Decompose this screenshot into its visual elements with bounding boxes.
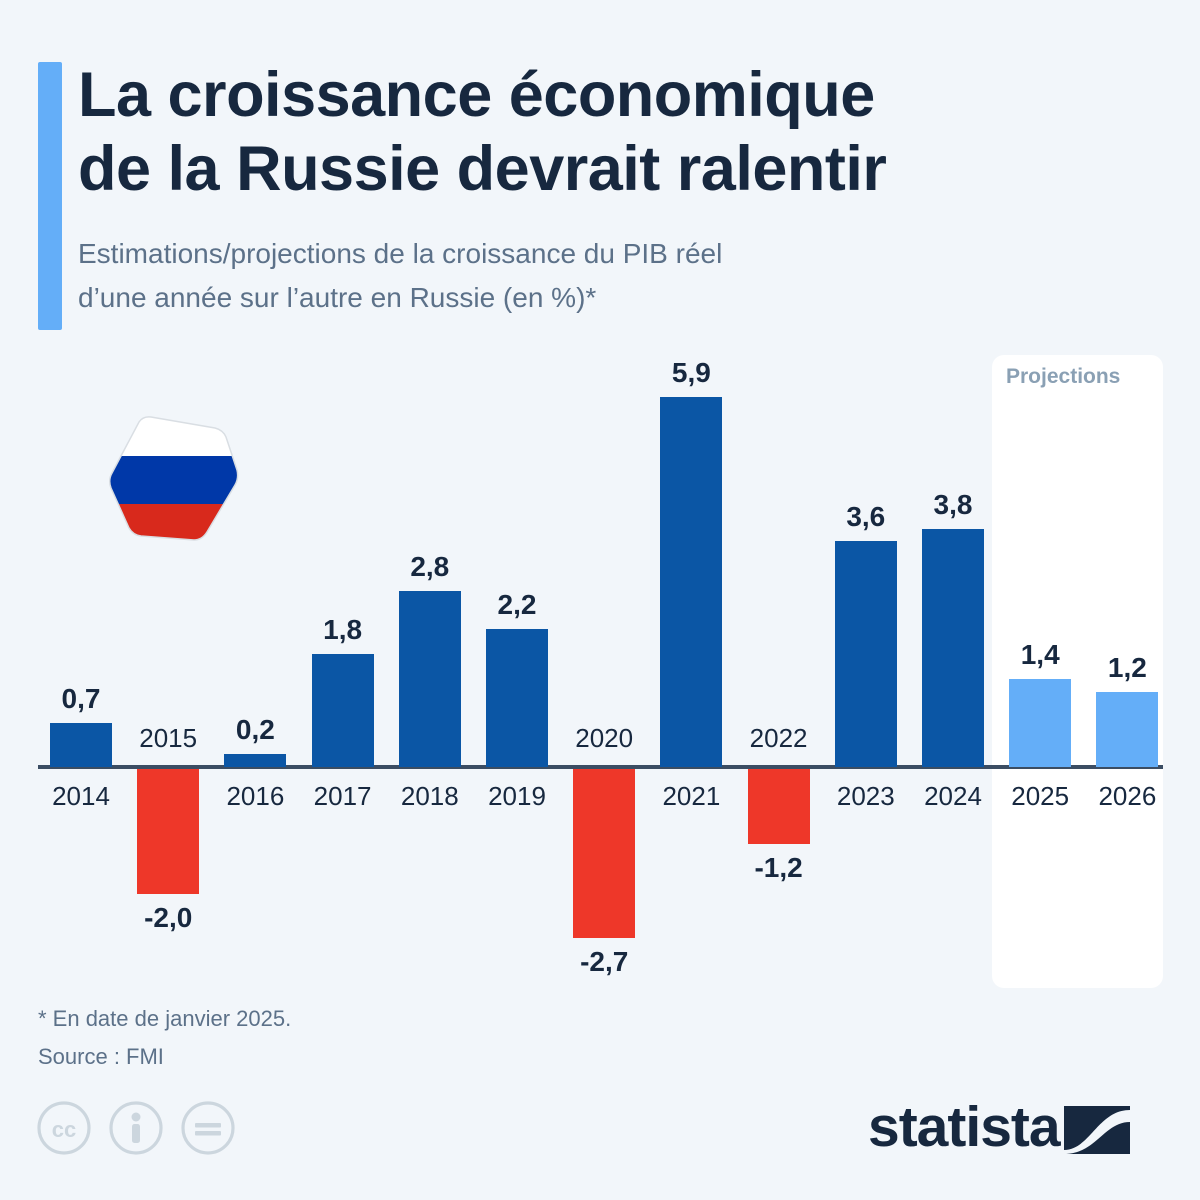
projections-label: Projections: [1006, 365, 1121, 388]
bar-2014[interactable]: [50, 723, 112, 767]
bar-value-2016: 0,2: [235, 714, 275, 746]
bar-value-2022: -1,2: [754, 852, 803, 884]
statista-logo: statista: [868, 1098, 1136, 1162]
bar-2025[interactable]: [1009, 679, 1072, 767]
bar-value-2020: -2,7: [580, 946, 629, 978]
bar-year-2014: 2014: [52, 781, 110, 811]
subtitle-line-2: d’une année sur l’autre en Russie (en %)…: [78, 282, 597, 313]
header: La croissance économique de la Russie de…: [0, 0, 1200, 340]
bar-value-2024: 3,8: [933, 488, 973, 520]
bar-value-2023: 3,6: [846, 501, 886, 533]
bar-year-2020: 2020: [575, 723, 634, 753]
bar-value-2026: 1,2: [1107, 651, 1147, 683]
footnote-block: * En date de janvier 2025. Source : FMI: [38, 1000, 738, 1076]
source-text: Source : FMI: [38, 1044, 164, 1069]
svg-text:statista: statista: [868, 1098, 1062, 1159]
bar-2019[interactable]: [486, 629, 548, 767]
bar-2023[interactable]: [834, 541, 897, 767]
bar-2016[interactable]: [224, 754, 287, 767]
creative-commons-icon: [37, 1101, 91, 1155]
bar-year-2022: 2022: [749, 723, 808, 753]
bar-2024[interactable]: [922, 528, 984, 767]
bar-value-2015: -2,0: [144, 902, 193, 934]
bar-year-2019: 2019: [488, 781, 546, 811]
subtitle-line-1: Estimations/projections de la croissance…: [78, 238, 723, 269]
bar-year-2016: 2016: [226, 781, 285, 811]
bar-value-2018: 2,8: [410, 551, 450, 583]
title-line-1: La croissance économique: [78, 60, 875, 130]
bar-year-2026: 2026: [1098, 781, 1157, 811]
footnote-text: * En date de janvier 2025.: [38, 1006, 292, 1031]
bar-year-2021: 2021: [662, 781, 721, 811]
bar-2021[interactable]: [660, 397, 723, 767]
no-derivatives-icon: [181, 1101, 235, 1155]
bar-value-2025: 1,4: [1020, 639, 1060, 671]
bar-year-2018: 2018: [400, 781, 459, 811]
bar-value-2021: 5,9: [671, 357, 711, 389]
title-line-2: de la Russie devrait ralentir: [78, 134, 887, 204]
page-subtitle: Estimations/projections de la croissance…: [78, 232, 1138, 320]
svg-text:cc: cc: [52, 1117, 76, 1142]
bar-year-2025: 2025: [1011, 781, 1070, 811]
projections-panel: [992, 355, 1163, 988]
bar-value-2014: 0,7: [61, 683, 101, 715]
russia-flag-icon: [103, 408, 245, 550]
bar-2017[interactable]: [311, 654, 374, 767]
bar-2026[interactable]: [1096, 691, 1159, 767]
bar-2018[interactable]: [398, 591, 461, 767]
bar-2020[interactable]: [573, 769, 636, 939]
bar-year-2024: 2024: [924, 781, 982, 811]
bar-year-2023: 2023: [836, 781, 895, 811]
bar-chart: [0, 340, 1200, 1000]
bar-2015[interactable]: [137, 769, 200, 895]
license-icons: cc: [36, 1100, 236, 1156]
bar-year-2017: 2017: [313, 781, 372, 811]
bar-value-2017: 1,8: [323, 614, 363, 646]
title-accent-bar: [38, 62, 62, 330]
attribution-icon: [109, 1101, 163, 1155]
bar-year-2015: 2015: [139, 723, 198, 753]
page-title: La croissance économique de la Russie de…: [78, 58, 1138, 206]
bar-2022[interactable]: [747, 769, 810, 845]
chart-baseline: [38, 765, 1163, 769]
bar-value-2019: 2,2: [497, 589, 537, 621]
